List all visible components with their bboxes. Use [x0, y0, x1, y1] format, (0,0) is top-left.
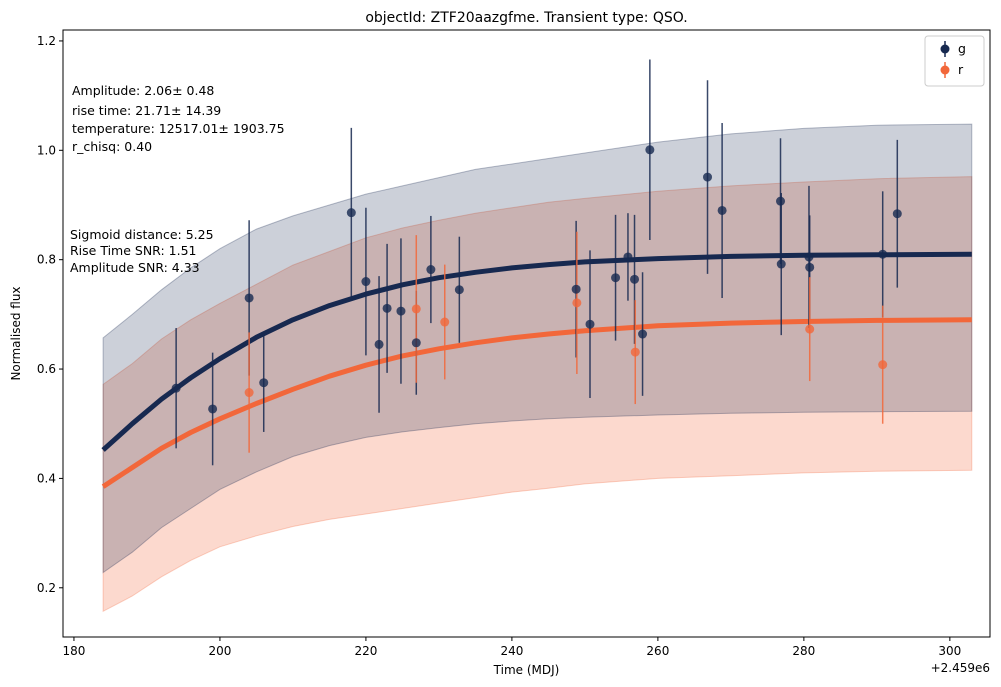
- temperature-annotation: temperature: 12517.01± 1903.75: [72, 121, 285, 136]
- data-point-g: [878, 249, 888, 259]
- legend-g-marker: [940, 44, 950, 54]
- data-point-r: [878, 360, 888, 370]
- band-g: [102, 123, 973, 574]
- legend-r-label: r: [958, 62, 964, 77]
- data-point-g: [454, 285, 464, 295]
- y-tick-label: 1.0: [37, 143, 56, 157]
- data-point-r: [572, 298, 582, 308]
- data-point-g: [804, 252, 814, 262]
- sigmoid-distance-annotation: Sigmoid distance: 5.25: [70, 227, 214, 242]
- x-tick-label: 220: [354, 644, 377, 658]
- data-point-r: [411, 304, 421, 314]
- legend-box: [924, 35, 985, 87]
- y-axis-ticks: 0.2 0.4 0.6 0.8 1.0 1.2: [37, 34, 63, 595]
- data-point-g: [396, 306, 406, 316]
- x-tick-label: 200: [208, 644, 231, 658]
- data-point-g: [571, 284, 581, 294]
- data-point-g: [805, 262, 815, 272]
- data-point-g: [585, 319, 595, 329]
- fit-curve-r: [101, 317, 972, 489]
- data-point-r: [440, 317, 450, 327]
- x-tick-label: 260: [646, 644, 669, 658]
- data-point-g: [244, 293, 254, 303]
- data-point-g: [411, 338, 421, 348]
- y-tick-label: 0.6: [37, 362, 56, 376]
- data-point-g: [208, 404, 218, 414]
- y-tick-label: 0.8: [37, 253, 56, 267]
- plot-frame: [62, 29, 991, 638]
- data-point-g: [703, 172, 713, 182]
- data-point-r: [805, 324, 815, 334]
- x-axis-label: Time (MDJ): [493, 663, 560, 677]
- legend: g r: [924, 35, 985, 87]
- data-point-g: [382, 303, 392, 313]
- x-tick-label: 180: [62, 644, 85, 658]
- snr-annotation: Sigmoid distance: 5.25 Rise Time SNR: 1.…: [70, 227, 214, 275]
- y-tick-label: 0.2: [37, 581, 56, 595]
- data-point-r: [630, 347, 640, 357]
- x-tick-label: 280: [792, 644, 815, 658]
- x-axis-ticks: 180 200 220 240 260 280 300: [62, 637, 961, 658]
- data-point-g: [892, 209, 902, 219]
- data-point-g: [374, 339, 384, 349]
- data-point-g: [426, 265, 436, 275]
- x-tick-label: 240: [500, 644, 523, 658]
- y-tick-label: 0.4: [37, 471, 56, 485]
- uncertainty-bands: [102, 123, 973, 613]
- chart-title: objectId: ZTF20aazgfme. Transient type: …: [365, 10, 687, 26]
- data-point-g: [638, 329, 648, 339]
- legend-r-marker: [940, 65, 950, 75]
- data-point-g: [611, 273, 621, 283]
- data-point-g: [630, 274, 640, 284]
- y-axis-label: Normalised flux: [9, 286, 23, 380]
- data-point-g: [623, 252, 633, 262]
- data-point-g: [171, 383, 181, 393]
- data-point-g: [361, 277, 371, 287]
- data-point-r: [244, 388, 254, 398]
- y-tick-label: 1.2: [37, 34, 56, 48]
- data-point-g: [259, 378, 269, 388]
- fit-curve-g: [101, 251, 972, 452]
- fit-stats-annotation: Amplitude: 2.06± 0.48 rise time: 21.71± …: [72, 83, 285, 154]
- amplitude-snr-annotation: Amplitude SNR: 4.33: [70, 260, 200, 275]
- x-axis-offset-label: +2.459e6: [931, 661, 990, 675]
- chisq-annotation: r_chisq: 0.40: [72, 139, 152, 154]
- legend-g-label: g: [958, 41, 966, 56]
- data-point-g: [776, 259, 786, 269]
- fit-curves: [101, 251, 972, 489]
- legend-item-g: g: [940, 41, 966, 57]
- band-r: [102, 176, 973, 613]
- data-point-g: [776, 196, 786, 206]
- amplitude-annotation: Amplitude: 2.06± 0.48: [72, 83, 214, 98]
- x-tick-label: 300: [938, 644, 961, 658]
- rise-time-snr-annotation: Rise Time SNR: 1.51: [70, 243, 197, 258]
- data-point-g: [346, 208, 356, 218]
- legend-item-r: r: [940, 62, 964, 78]
- rise-time-annotation: rise time: 21.71± 14.39: [72, 103, 221, 118]
- data-markers: [171, 145, 902, 414]
- data-point-g: [717, 205, 727, 215]
- data-point-g: [645, 145, 655, 155]
